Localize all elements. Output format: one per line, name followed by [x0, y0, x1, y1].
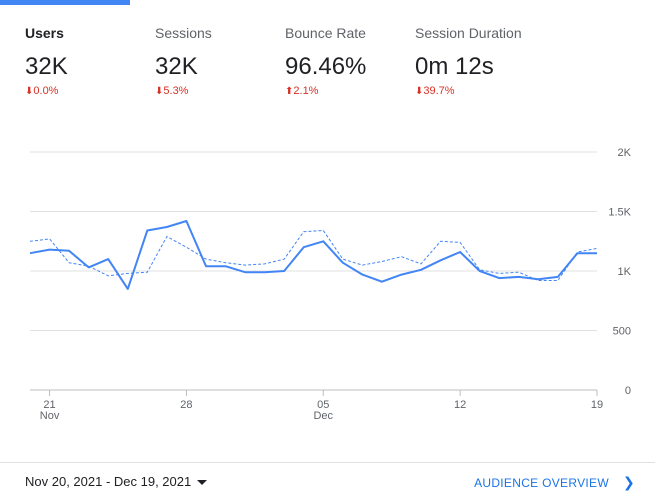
metric-tab-sessions[interactable]: Sessions 32K ⬇5.3% [155, 24, 285, 98]
arrow-up-icon: ⬆ [285, 86, 294, 97]
metric-change-value: 5.3% [163, 85, 189, 97]
metric-value: 32K [155, 53, 198, 80]
metric-value: 32K [25, 53, 68, 80]
arrow-down-icon: ⬇ [155, 86, 164, 97]
metric-change-value: 39.7% [423, 85, 455, 97]
arrow-down-icon: ⬇ [415, 86, 424, 97]
metric-value: 0m 12s [415, 53, 494, 80]
metric-change: ⬇39.7% [415, 84, 575, 98]
y-tick-label: 1.5K [608, 207, 631, 219]
metric-change: ⬇0.0% [25, 84, 155, 98]
footer-divider [0, 462, 655, 463]
date-range-selector[interactable]: Nov 20, 2021 - Dec 19, 2021 [25, 474, 208, 489]
metric-label: Users [25, 25, 64, 41]
audience-overview-label: AUDIENCE OVERVIEW [474, 476, 609, 490]
x-tick-sublabel: Dec [313, 410, 333, 422]
y-tick-label: 0 [625, 385, 631, 397]
metric-value: 96.46% [285, 53, 367, 80]
active-tab-indicator [0, 0, 130, 5]
metric-change-value: 0.0% [33, 85, 59, 97]
series-line-current [29, 220, 597, 290]
x-tick-label: 12 [454, 399, 466, 411]
metric-label: Bounce Rate [285, 25, 366, 41]
metric-label: Session Duration [415, 25, 522, 41]
x-tick-label: 19 [591, 399, 603, 411]
metric-label: Sessions [155, 25, 212, 41]
series-line-previous [29, 230, 598, 281]
metric-change: ⬆2.1% [285, 84, 415, 98]
y-tick-label: 1K [618, 266, 632, 278]
metric-tabs: Users 32K ⬇0.0% Sessions 32K ⬇5.3% Bounc… [0, 0, 655, 110]
caret-down-icon [197, 480, 208, 486]
date-range-label: Nov 20, 2021 - Dec 19, 2021 [25, 474, 192, 489]
metric-tab-session-duration[interactable]: Session Duration 0m 12s ⬇39.7% [415, 24, 575, 98]
x-tick-label: 05 [317, 399, 329, 411]
x-tick-sublabel: Nov [40, 410, 60, 422]
metric-change-value: 2.1% [293, 85, 319, 97]
y-tick-label: 500 [613, 326, 631, 338]
x-tick-label: 21 [43, 399, 55, 411]
chevron-right-icon: ❯ [622, 474, 635, 490]
metric-tab-bounce-rate[interactable]: Bounce Rate 96.46% ⬆2.1% [285, 24, 415, 98]
metric-change: ⬇5.3% [155, 84, 285, 98]
arrow-down-icon: ⬇ [25, 86, 34, 97]
audience-overview-link[interactable]: AUDIENCE OVERVIEW ❯ [474, 474, 635, 491]
line-chart: 0 500 1K 1.5K 2K 21 Nov 28 05 Dec 12 19 [0, 130, 655, 430]
x-tick-label: 28 [180, 399, 192, 411]
metric-tab-users[interactable]: Users 32K ⬇0.0% [25, 24, 155, 98]
y-tick-label: 2K [618, 147, 632, 159]
